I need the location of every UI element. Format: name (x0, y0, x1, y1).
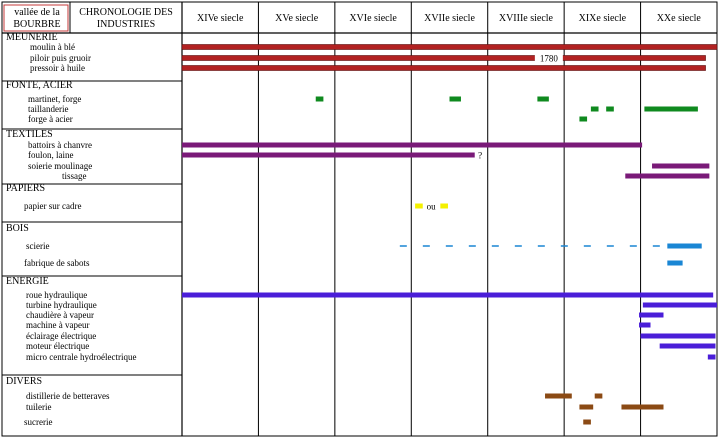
category-energie: ENERGIE (6, 276, 49, 287)
century-header-6: XIXe siecle (579, 13, 627, 24)
item-label-eclairage-electrique: éclairage électrique (26, 331, 96, 341)
bar-sucrerie-1 (583, 419, 591, 425)
item-label-moulin-a-ble: moulin à blé (30, 42, 75, 52)
bar-forge-a-acier-1 (579, 116, 588, 122)
bar-martinet-forge-2 (449, 96, 461, 102)
item-label-roue-hydraulique: roue hydraulique (26, 290, 87, 300)
item-label-taillanderie: taillanderie (28, 104, 68, 114)
item-label-turbine-hydraulique: turbine hydraulique (26, 300, 97, 310)
century-header-4: XVIIe siecle (424, 13, 475, 24)
item-label-sucrerie: sucrerie (24, 417, 52, 427)
item-label-papier-sur-cadre: papier sur cadre (24, 201, 81, 211)
bar-machine-a-vapeur-1 (639, 322, 651, 328)
century-header-7: XXe siecle (657, 13, 702, 24)
bar-taillanderie-2 (606, 106, 614, 112)
bar-scierie-1 (667, 243, 702, 249)
bar-turbine-hydraulique-1 (642, 302, 717, 308)
century-header-3: XVIe siecle (349, 13, 397, 24)
item-label-battoirs-a-chanvre: battoirs à chanvre (28, 140, 92, 150)
bar-papier-sur-cadre-1 (415, 203, 423, 209)
item-label-martinet-forge: martinet, forge (28, 94, 81, 104)
century-dividers (257, 2, 642, 436)
century-header-2: XVe siecle (275, 13, 319, 24)
bar-tuilerie-2 (621, 404, 664, 410)
item-label-distillerie-de-betteraves: distillerie de betteraves (26, 391, 110, 401)
category-dividers (2, 80, 182, 376)
bar-fabrique-de-sabots-1 (667, 260, 683, 266)
item-label-tuilerie: tuilerie (26, 402, 52, 412)
category-fonte-acier: FONTE, ACIER (6, 80, 73, 91)
category-divers: DIVERS (6, 376, 42, 387)
bar-roue-hydraulique-1 (182, 292, 714, 298)
bar-annotation-foulon-laine: ? (478, 151, 482, 161)
category-bois: BOIS (6, 223, 29, 234)
bar-annotation-papier-sur-cadre: ou (427, 202, 437, 212)
bar-annotation-piloir-puis-gruoir: 1780 (540, 54, 559, 64)
chart-title-line-1: CHRONOLOGIE DES (79, 7, 173, 18)
bar-papier-sur-cadre-2 (440, 203, 448, 209)
item-label-moteur-electrique: moteur électrique (26, 341, 89, 351)
region-label-line-1: vallée de la (14, 7, 60, 18)
chart-title-line-2: INDUSTRIES (97, 19, 155, 30)
bar-pressoir-a-huile-1 (181, 65, 706, 71)
bar-tissage-1 (625, 173, 710, 179)
bar-taillanderie-1 (590, 106, 599, 112)
item-label-micro-centrale-hydroelectrique: micro centrale hydroélectrique (26, 352, 136, 362)
bar-moulin-a-ble-1 (181, 44, 718, 50)
century-header-5: XVIIIe siecle (499, 13, 554, 24)
bar-battoirs-a-chanvre-1 (182, 142, 643, 148)
category-meunerie: MEUNERIE (6, 32, 58, 43)
region-label-line-2: BOURBRE (13, 19, 60, 30)
item-label-soierie-moulinage: soierie moulinage (28, 161, 92, 171)
bar-distillerie-de-betteraves-1 (545, 393, 572, 399)
item-label-forge-a-acier: forge à acier (28, 114, 73, 124)
item-label-chaudiere-a-vapeur: chaudière à vapeur (26, 310, 94, 320)
category-textiles: TEXTILES (6, 129, 53, 140)
category-papiers: PAPIERS (6, 183, 45, 194)
bar-micro-centrale-hydroelectrique-1 (707, 354, 716, 360)
item-label-scierie: scierie (26, 241, 49, 251)
item-label-tissage: tissage (62, 171, 87, 181)
bar-tuilerie-1 (579, 404, 594, 410)
bar-piloir-puis-gruoir-1 (181, 55, 706, 61)
item-label-pressoir-a-huile: pressoir à huile (30, 63, 85, 73)
timeline-bars: 1780? ou (181, 44, 718, 425)
label-mask (534, 52, 563, 63)
century-headers: XIVe siecle XVe siecle XVIe siecle XVIIe si… (197, 13, 701, 24)
bar-eclairage-electrique-1 (640, 333, 716, 339)
bar-soierie-moulinage-1 (652, 163, 710, 169)
bar-martinet-forge-1 (315, 96, 324, 102)
bar-taillanderie-3 (644, 106, 698, 112)
bar-moteur-electrique-1 (659, 343, 716, 349)
bar-foulon-laine-1 (182, 152, 475, 158)
item-label-machine-a-vapeur: machine à vapeur (26, 320, 89, 330)
bar-martinet-forge-3 (537, 96, 549, 102)
century-header-1: XIVe siecle (197, 13, 244, 24)
region-box (3, 4, 69, 32)
item-label-foulon-laine: foulon, laine (28, 150, 74, 160)
item-label-piloir-puis-gruoir: piloir puis gruoir (30, 53, 91, 63)
bar-chaudiere-a-vapeur-1 (639, 312, 664, 318)
bar-distillerie-de-betteraves-2 (594, 393, 603, 399)
item-label-fabrique-de-sabots: fabrique de sabots (24, 258, 90, 268)
